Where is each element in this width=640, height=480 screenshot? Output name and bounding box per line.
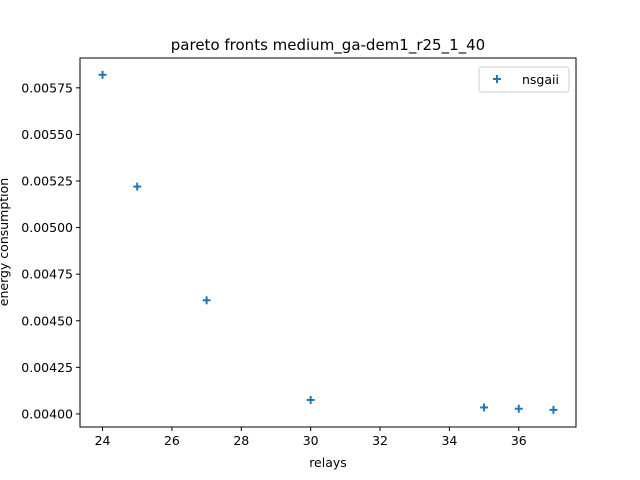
data-points [98, 70, 558, 414]
y-tick-label: 0.00525 [21, 174, 73, 189]
y-tick-label: 0.00550 [21, 127, 73, 142]
y-axis-ticks: 0.00400 0.00425 0.00450 0.00475 0.00500 0.005… [21, 80, 80, 421]
y-tick-label: 0.00450 [21, 313, 73, 328]
x-tick-label: 24 [95, 433, 111, 448]
plot-area [80, 58, 576, 427]
data-point [514, 404, 523, 413]
x-axis-label: relays [309, 455, 347, 470]
chart-title: pareto fronts medium_ga-dem1_r25_1_40 [171, 36, 485, 55]
legend-marker-shape [493, 75, 501, 83]
data-point [133, 182, 142, 191]
plot-frame [79, 57, 577, 428]
data-point [306, 395, 315, 404]
y-axis-label: energy consumption [0, 178, 11, 306]
x-tick-label: 30 [303, 433, 319, 448]
y-tick-label: 0.00400 [21, 406, 73, 421]
data-point [480, 403, 489, 412]
legend: nsgaii [478, 66, 570, 93]
legend-marker-plus-icon [493, 75, 501, 83]
legend-box [478, 66, 570, 93]
data-point [549, 405, 558, 414]
x-tick-label: 26 [164, 433, 180, 448]
x-axis-ticks: 24 26 28 30 32 34 36 [95, 427, 527, 448]
y-tick-label: 0.00475 [21, 267, 73, 282]
x-tick-label: 28 [233, 433, 249, 448]
legend-label-nsgaii: nsgaii [522, 72, 559, 87]
y-tick-label: 0.00500 [21, 220, 73, 235]
data-point [98, 70, 107, 79]
y-tick-label: 0.00575 [21, 80, 73, 95]
x-tick-label: 34 [441, 433, 457, 448]
x-tick-label: 32 [372, 433, 388, 448]
data-point [202, 296, 211, 305]
y-tick-label: 0.00425 [21, 360, 73, 375]
x-tick-label: 36 [511, 433, 527, 448]
